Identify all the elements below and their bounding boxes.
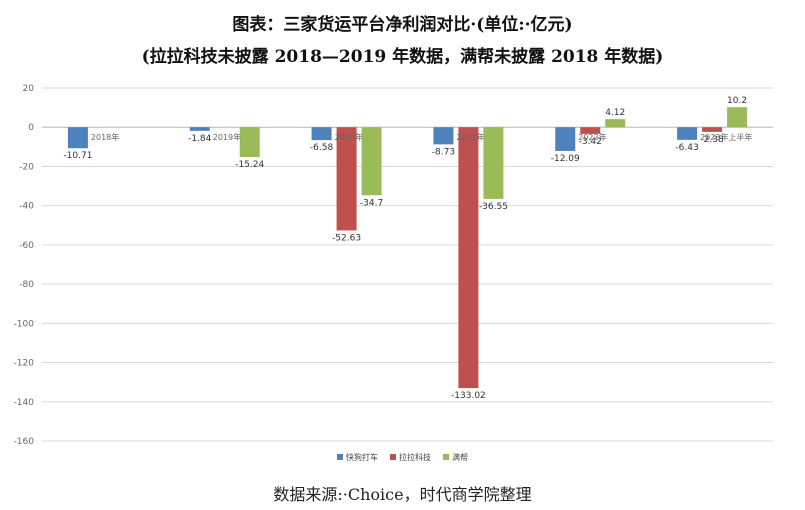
data-label: -6.58 xyxy=(310,143,334,153)
chart-subtitle: (拉拉科技未披露 2018—2019 年数据，满帮未披露 2018 年数据) xyxy=(141,47,664,67)
data-label: -10.71 xyxy=(63,151,92,161)
y-tick-label: -100 xyxy=(14,319,35,329)
legend-label: 快狗打车 xyxy=(346,452,378,462)
category-label: 2021年 xyxy=(456,132,484,142)
y-tick-label: -20 xyxy=(19,162,34,172)
data-label: -12.09 xyxy=(551,154,580,164)
bar-manbang xyxy=(483,127,504,199)
y-tick-label: -140 xyxy=(14,398,35,408)
legend: 快狗打车 拉拉科技 满帮 xyxy=(337,452,468,462)
bar-lala xyxy=(580,127,601,134)
legend-swatch xyxy=(337,454,343,460)
legend-swatch xyxy=(443,454,449,460)
bar-kuaigou xyxy=(311,127,332,141)
data-label: -52.63 xyxy=(332,233,361,243)
data-label: -6.43 xyxy=(675,143,698,153)
category-label: 2020年 xyxy=(335,132,363,142)
y-tick-label: 0 xyxy=(28,123,34,133)
data-label: -34.7 xyxy=(360,198,383,208)
bar-kuaigou xyxy=(189,127,210,131)
data-labels: -10.71 -1.84 -15.24 -6.58 -52.63 -34.7 -8.73 -1… xyxy=(63,96,747,401)
y-tick-label: -80 xyxy=(19,280,34,290)
data-label: -2.38 xyxy=(700,135,724,145)
y-tick-label: -60 xyxy=(19,241,34,251)
legend-swatch xyxy=(390,454,396,460)
data-label: -133.02 xyxy=(451,391,486,401)
gridlines: 20 0 -20 -40 -60 -80 -100 -120 -140 -160 xyxy=(14,84,773,447)
legend-label: 拉拉科技 xyxy=(399,452,431,462)
bar-manbang xyxy=(361,127,382,196)
bar-kuaigou xyxy=(555,127,576,151)
data-label: -36.55 xyxy=(479,202,508,212)
data-label: -1.84 xyxy=(188,134,212,144)
category-label: 2023年上半年 xyxy=(700,132,752,142)
category-label: 2022年 xyxy=(578,132,606,142)
y-tick-label: -40 xyxy=(19,202,34,212)
bars xyxy=(67,107,748,389)
bar-manbang xyxy=(605,119,626,128)
category-labels: 2018年 2019年 2020年 2021年 2022年 2023年上半年 xyxy=(91,132,753,142)
bar-kuaigou xyxy=(677,127,698,140)
data-label: -15.24 xyxy=(235,160,264,170)
chart-title: 图表：三家货运平台净利润对比·(单位:·亿元) xyxy=(232,15,573,35)
bar-kuaigou xyxy=(67,127,88,149)
y-tick-label: -160 xyxy=(14,437,35,447)
data-label: -3.42 xyxy=(579,137,602,147)
bar-manbang xyxy=(727,107,748,128)
data-label: 4.12 xyxy=(605,108,625,118)
data-label: 10.2 xyxy=(727,96,747,106)
y-tick-label: 20 xyxy=(23,84,35,94)
bar-lala xyxy=(336,127,357,231)
bar-kuaigou xyxy=(433,127,454,145)
bar-lala xyxy=(702,127,723,132)
bar-manbang xyxy=(239,127,260,158)
source-note: 数据来源:·Choice，时代商学院整理 xyxy=(273,485,532,504)
y-tick-label: -120 xyxy=(14,359,35,369)
bar-lala xyxy=(458,127,479,389)
category-label: 2019年 xyxy=(213,132,241,142)
legend-label: 满帮 xyxy=(452,452,468,462)
data-label: -8.73 xyxy=(432,147,455,157)
category-label: 2018年 xyxy=(91,132,119,142)
